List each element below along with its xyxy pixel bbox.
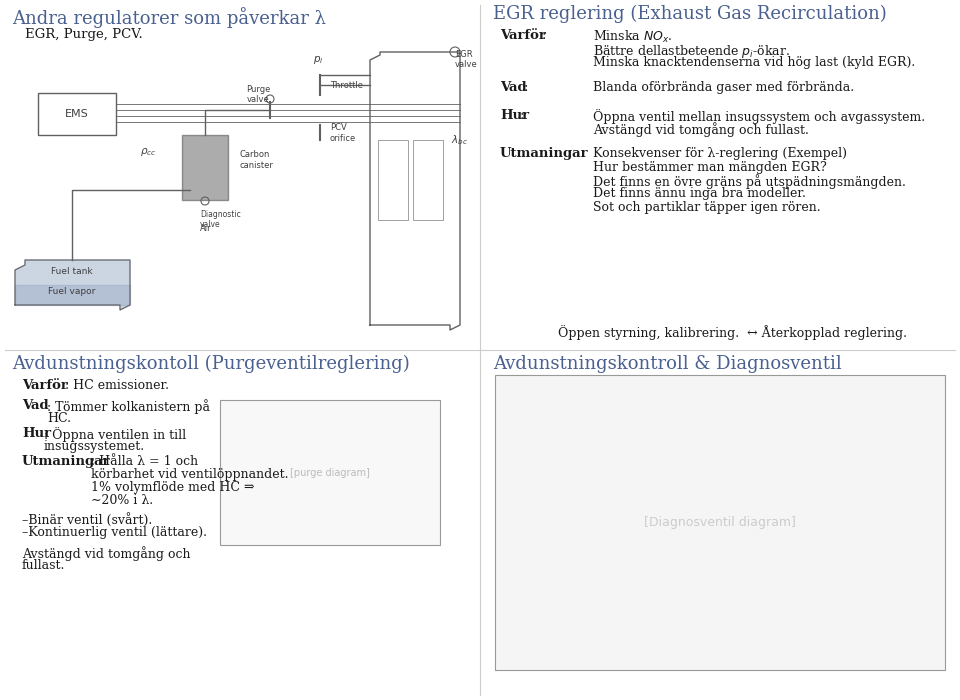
Text: Öppna ventil mellan insugssystem och avgassystem.: Öppna ventil mellan insugssystem och avg… (593, 109, 925, 124)
Bar (495, 375, 945, 670)
Text: Det finns ännu inga bra modeller.: Det finns ännu inga bra modeller. (593, 188, 805, 200)
Polygon shape (370, 52, 460, 330)
Text: PCV
orifice: PCV orifice (330, 123, 356, 143)
Text: Vad: Vad (500, 81, 527, 94)
Text: EGR reglering (Exhaust Gas Recirculation): EGR reglering (Exhaust Gas Recirculation… (493, 5, 887, 23)
Text: –Binär ventil (svårt).: –Binär ventil (svårt). (22, 513, 153, 527)
Bar (413, 140, 443, 220)
Text: fullast.: fullast. (22, 559, 65, 572)
Text: EGR
valve: EGR valve (455, 50, 478, 69)
Text: :: : (524, 81, 529, 94)
Polygon shape (15, 260, 130, 310)
Text: 1% volymflöde med HC ⇒: 1% volymflöde med HC ⇒ (91, 481, 254, 494)
Text: Vad: Vad (22, 399, 49, 412)
Text: Öppen styrning, kalibrering.  ↔ Återkopplad reglering.: Öppen styrning, kalibrering. ↔ Återkoppl… (558, 325, 907, 340)
Text: Varför: Varför (22, 379, 68, 392)
Text: Bättre dellastbeteende $p_i$-ökar.: Bättre dellastbeteende $p_i$-ökar. (593, 43, 790, 60)
Text: Avdunstningskontoll (Purgeventilreglering): Avdunstningskontoll (Purgeventilreglerin… (12, 355, 410, 373)
Text: Blanda oförbrända gaser med förbrända.: Blanda oförbrända gaser med förbrända. (593, 81, 854, 94)
Bar (38, 93, 116, 135)
Text: :: : (568, 147, 572, 160)
Text: Fuel tank: Fuel tank (51, 267, 93, 276)
Text: Throttle: Throttle (330, 81, 363, 90)
Text: Avdunstningskontroll & Diagnosventil: Avdunstningskontroll & Diagnosventil (493, 355, 842, 373)
Polygon shape (15, 285, 130, 305)
Text: :: : (542, 29, 546, 42)
Text: Hur: Hur (22, 427, 51, 440)
Text: $p_i$: $p_i$ (313, 54, 324, 66)
Text: Purge
valve: Purge valve (246, 85, 270, 104)
Text: Minska knacktendenserna vid hög last (kyld EGR).: Minska knacktendenserna vid hög last (ky… (593, 56, 915, 69)
Text: Minska $\mathit{NO}_x$.: Minska $\mathit{NO}_x$. (593, 29, 673, 45)
Text: $\lambda_{bc}$: $\lambda_{bc}$ (451, 133, 468, 147)
Text: [Diagnosventil diagram]: [Diagnosventil diagram] (644, 516, 796, 529)
Text: Hur bestämmer man mängden EGR?: Hur bestämmer man mängden EGR? (593, 160, 827, 174)
Text: –Kontinuerlig ventil (lättare).: –Kontinuerlig ventil (lättare). (22, 526, 207, 539)
Text: Air: Air (200, 224, 211, 233)
Bar (220, 400, 440, 545)
Text: : HC emissioner.: : HC emissioner. (65, 379, 169, 392)
Text: EGR, Purge, PCV.: EGR, Purge, PCV. (25, 28, 143, 41)
Text: Diagnostic
valve: Diagnostic valve (200, 210, 241, 230)
Text: Avstängd vid tomgång och fullast.: Avstängd vid tomgång och fullast. (593, 122, 809, 137)
Text: EMS: EMS (65, 109, 89, 119)
Text: [purge diagram]: [purge diagram] (290, 468, 370, 477)
Bar (182, 135, 228, 200)
Text: : Hålla λ = 1 och: : Hålla λ = 1 och (91, 455, 198, 468)
Text: HC.: HC. (47, 412, 71, 425)
Text: Det finns en övre gräns på utspädningsmängden.: Det finns en övre gräns på utspädningsmä… (593, 174, 906, 189)
Text: : Tömmer kolkanistern på: : Tömmer kolkanistern på (47, 399, 210, 414)
Bar (378, 140, 408, 220)
Text: ∼20% i λ.: ∼20% i λ. (91, 494, 154, 507)
Text: Avstängd vid tomgång och: Avstängd vid tomgång och (22, 546, 190, 561)
Text: Carbon
canister: Carbon canister (240, 150, 274, 170)
Text: Fuel vapor: Fuel vapor (48, 288, 96, 297)
Text: Konsekvenser för λ-reglering (Exempel): Konsekvenser för λ-reglering (Exempel) (593, 147, 847, 160)
Text: Sot och partiklar täpper igen rören.: Sot och partiklar täpper igen rören. (593, 201, 821, 214)
Text: Utmaningar: Utmaningar (500, 147, 588, 160)
Text: Utmaningar: Utmaningar (22, 455, 110, 468)
Text: Varför: Varför (500, 29, 546, 42)
Text: Hur: Hur (500, 109, 529, 122)
Text: $\rho_{cc}$: $\rho_{cc}$ (140, 146, 156, 158)
Text: :: : (520, 109, 524, 122)
Text: : Öppna ventilen in till: : Öppna ventilen in till (44, 427, 186, 442)
Text: körbarhet vid ventilöppnandet.: körbarhet vid ventilöppnandet. (91, 468, 289, 481)
Text: insugssystemet.: insugssystemet. (44, 440, 145, 453)
Text: Andra regulatorer som påverkar λ: Andra regulatorer som påverkar λ (12, 7, 326, 28)
